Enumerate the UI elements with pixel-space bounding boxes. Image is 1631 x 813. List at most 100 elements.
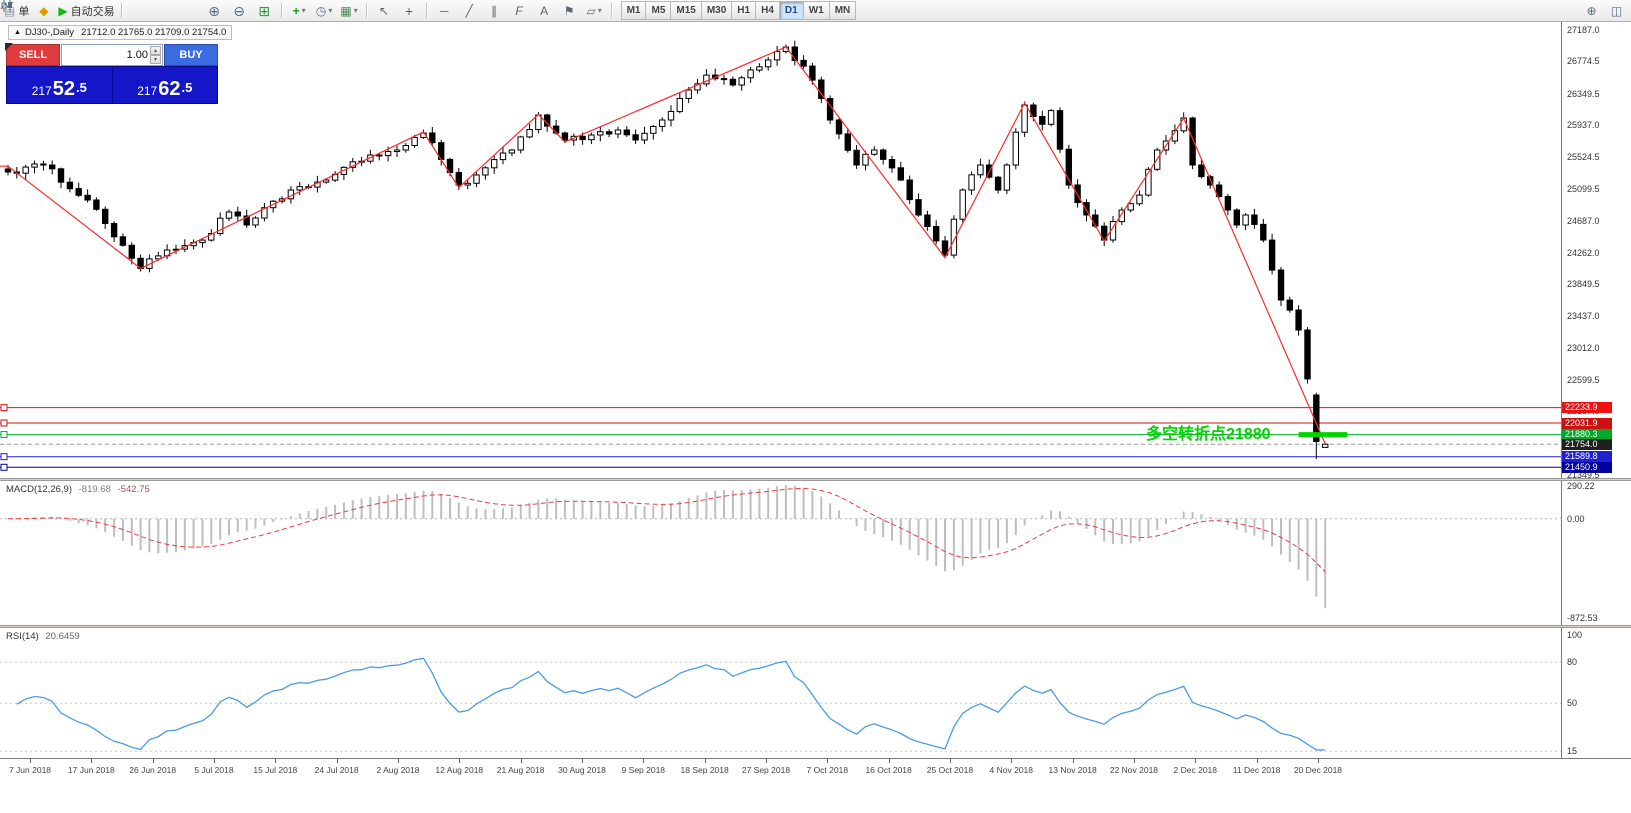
volume-spinner: ▴ ▾ <box>150 46 161 64</box>
macd-axis-label: 0.00 <box>1567 513 1585 524</box>
rsi-panel[interactable]: RSI(14) 20.6459 <box>0 628 1561 758</box>
timeframe-button-h1[interactable]: H1 <box>731 1 756 20</box>
horizontal-line-button[interactable]: ─ <box>433 0 456 21</box>
sell-button[interactable]: SELL <box>6 44 60 66</box>
time-axis-label: 2 Dec 2018 <box>1173 765 1218 775</box>
timeframe-button-m15[interactable]: M15 <box>670 1 701 20</box>
chevron-down-icon: ▾ <box>353 6 358 15</box>
time-axis-label: 9 Sep 2018 <box>621 765 666 775</box>
rsi-value: 20.6459 <box>45 631 80 642</box>
turning-point-annotation: 多空转折点21880 <box>1146 426 1271 443</box>
shapes-icon: ▱ <box>586 3 596 18</box>
new-chart-button[interactable]: ◆ <box>32 0 55 21</box>
timeframe-button-mn[interactable]: MN <box>828 1 857 20</box>
sell-price-prefix: 217 <box>31 84 52 98</box>
price-axis-label: 22599.5 <box>1567 374 1600 385</box>
panel-splitter[interactable] <box>0 478 1631 481</box>
channel-button[interactable]: ∥ <box>483 0 506 21</box>
macd-chart[interactable] <box>0 481 1561 625</box>
trendline-button[interactable]: ╱ <box>458 0 481 21</box>
new-chart-icon: ◆ <box>39 3 49 18</box>
timeframe-button-m30[interactable]: M30 <box>700 1 732 20</box>
time-axis-tick <box>91 759 93 763</box>
price-axis-label: 25937.0 <box>1567 120 1600 131</box>
candlestick-chart-button[interactable] <box>1 0 176 21</box>
search-button[interactable]: ⊕ <box>1580 0 1603 21</box>
fibonacci-button[interactable]: F <box>508 0 531 21</box>
time-axis-label: 5 Jul 2018 <box>194 765 234 775</box>
buy-price-display[interactable]: 217 62.5 <box>113 67 218 103</box>
periods-button[interactable]: ◷ ▾ <box>313 0 336 21</box>
price-axis-label: 27187.0 <box>1567 25 1600 35</box>
price-badge: 21880.3 <box>1562 429 1612 441</box>
toolbar-separator <box>425 3 428 18</box>
macd-main-value: -819.68 <box>78 484 111 495</box>
price-axis-label: 23012.0 <box>1567 343 1600 354</box>
time-axis-label: 20 Dec 2018 <box>1293 765 1343 775</box>
time-axis-tick <box>643 759 645 763</box>
cursor-button[interactable]: ↖ <box>373 0 396 21</box>
timeframe-button-w1[interactable]: W1 <box>802 1 829 20</box>
autotrade-play-icon: ▶ <box>58 3 68 18</box>
time-axis-tick <box>152 759 154 763</box>
timeframe-button-h4[interactable]: H4 <box>755 1 779 20</box>
volume-field[interactable]: 1.00 ▴ ▾ <box>61 44 163 66</box>
time-axis-tick <box>1133 759 1135 763</box>
volume-decrease-button[interactable]: ▾ <box>150 55 161 64</box>
candlestick-chart[interactable] <box>0 22 1561 478</box>
fibonacci-icon: F <box>515 3 523 18</box>
main-chart-panel[interactable]: ▲ DJ30-,Daily 21712.0 21765.0 21709.0 21… <box>0 22 1561 478</box>
price-badge: 22031.9 <box>1562 417 1612 429</box>
price-axis-label: 25524.5 <box>1567 151 1600 162</box>
rsi-name: RSI(14) <box>6 631 39 642</box>
windows-icon: ◫ <box>1610 3 1623 18</box>
time-axis-label: 18 Sep 2018 <box>680 765 729 775</box>
macd-panel[interactable]: MACD(12,26,9) -819.68 -542.75 <box>0 481 1561 625</box>
indicators-button[interactable]: + ▾ <box>288 0 311 21</box>
zoom-out-button[interactable]: ⊖ <box>228 0 251 21</box>
price-axis[interactable]: 27187.0 26774.5 26349.5 25937.0 25524.5 25099… <box>1561 22 1631 758</box>
time-axis-label: 25 Oct 2018 <box>926 765 974 775</box>
sell-price-display[interactable]: 217 52.5 <box>7 67 112 103</box>
time-axis-tick <box>459 759 461 763</box>
text-tool-button[interactable]: A <box>533 0 556 21</box>
time-axis-tick <box>765 759 767 763</box>
crosshair-button[interactable]: + <box>398 0 421 21</box>
autotrade-button[interactable]: ▶ 自动交易 <box>57 0 115 21</box>
time-axis-tick <box>827 759 829 763</box>
templates-button[interactable]: ▦ ▾ <box>338 0 361 21</box>
volume-increase-button[interactable]: ▴ <box>150 46 161 55</box>
time-axis-label: 15 Jul 2018 <box>253 765 298 775</box>
chevron-down-icon: ▾ <box>328 6 333 15</box>
volume-value: 1.00 <box>126 49 148 61</box>
sell-price-fraction: .5 <box>75 80 87 95</box>
autotrade-label: 自动交易 <box>70 5 115 18</box>
line-chart-button[interactable] <box>0 0 201 21</box>
trade-panel-collapse-icon[interactable] <box>5 43 13 51</box>
channel-icon: ∥ <box>491 3 498 18</box>
shapes-button[interactable]: ▱ ▾ <box>583 0 606 21</box>
time-axis[interactable]: 7 Jun 2018 17 Jun 2018 26 Jun 2018 5 Jul 20… <box>0 758 1631 782</box>
windows-list-button[interactable]: ◫ <box>1605 0 1628 21</box>
line-chart-icon <box>0 1 14 10</box>
timeframe-button-d1[interactable]: D1 <box>778 1 803 20</box>
timeframe-button-m5[interactable]: M5 <box>645 1 671 20</box>
price-badge: 21450.9 <box>1562 461 1612 473</box>
bar-chart-button[interactable] <box>2 0 151 21</box>
panel-splitter[interactable] <box>0 625 1631 628</box>
buy-button[interactable]: BUY <box>164 44 218 66</box>
zoom-in-button[interactable]: ⊕ <box>203 0 226 21</box>
rsi-chart[interactable] <box>0 628 1561 758</box>
time-axis-label: 13 Nov 2018 <box>1048 765 1097 775</box>
label-tool-button[interactable]: ⚑ <box>558 0 581 21</box>
time-axis-label: 12 Aug 2018 <box>435 765 484 775</box>
timeframe-button-m1[interactable]: M1 <box>620 1 646 20</box>
chevron-down-icon: ▾ <box>597 6 602 15</box>
collapse-triangle-icon[interactable]: ▲ <box>14 29 21 36</box>
toolbar-separator <box>610 3 613 18</box>
rsi-axis-label: 100 <box>1567 629 1583 640</box>
macd-axis-label: -872.53 <box>1567 613 1598 624</box>
buy-price-digits: 62 <box>158 78 181 100</box>
tile-windows-button[interactable]: ⊞ <box>253 0 276 21</box>
indicators-icon: + <box>292 3 300 18</box>
